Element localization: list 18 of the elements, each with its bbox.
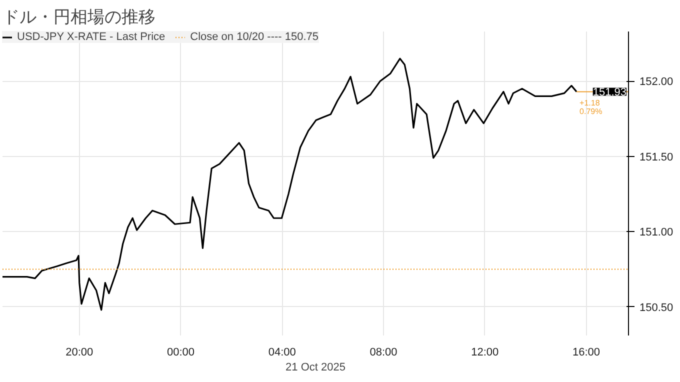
y-tick-label: 150.50 xyxy=(640,302,674,314)
chart-title: ドル・円相場の推移 xyxy=(2,8,156,26)
x-axis-title: 21 Oct 2025 xyxy=(286,362,346,374)
x-tick-label: 04:00 xyxy=(268,346,296,358)
annotation: 0.79% xyxy=(580,107,602,116)
x-tick-label: 16:00 xyxy=(572,346,600,358)
y-tick-label: 151.50 xyxy=(640,151,674,164)
x-tick-label: 12:00 xyxy=(471,346,499,358)
annotation: 151.93 xyxy=(592,86,627,99)
y-tick-label: 152.00 xyxy=(640,76,674,88)
annotation: +1.18 xyxy=(580,98,600,108)
legend-label: USD-JPY X-RATE - Last Price xyxy=(17,31,166,43)
line-series xyxy=(2,58,578,311)
x-tick-label: 00:00 xyxy=(166,346,195,358)
legend-label: Close on 10/20 ---- 150.75 xyxy=(190,31,319,43)
x-tick-label: 08:00 xyxy=(370,346,398,358)
x-tick-label: 20:00 xyxy=(66,346,94,358)
y-tick-label: 151.00 xyxy=(640,226,674,239)
